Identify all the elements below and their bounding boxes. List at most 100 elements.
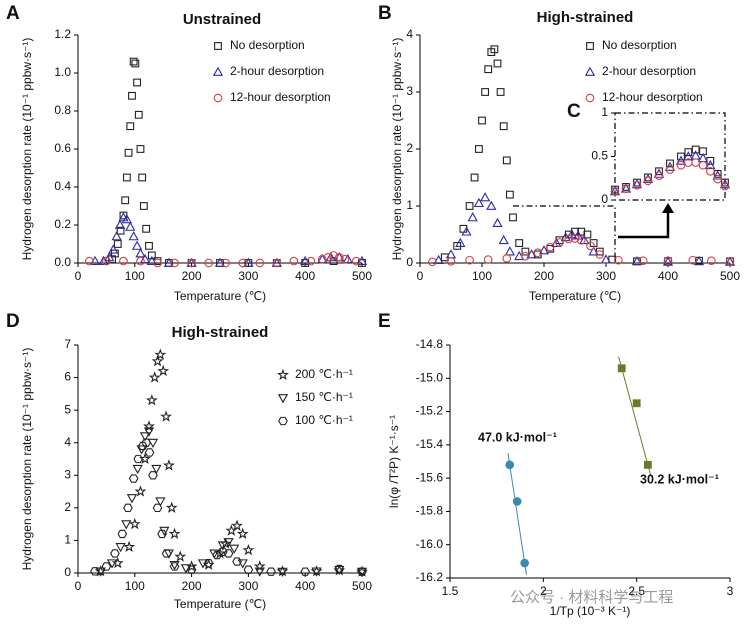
chart-title: Unstrained — [183, 11, 261, 28]
x-tick-label: 0 — [75, 269, 82, 283]
marker — [317, 254, 327, 264]
x-tick-label: 200 — [534, 269, 554, 283]
x-tick-label: 400 — [295, 579, 315, 593]
marker — [121, 520, 132, 530]
y-tick-label: 2 — [64, 500, 71, 514]
marker — [151, 355, 164, 367]
marker — [334, 564, 345, 574]
legend-label: No desorption — [602, 38, 677, 52]
x-tick-label: 400 — [658, 269, 678, 283]
x-tick-label: 0 — [75, 579, 82, 593]
marker — [676, 160, 686, 170]
marker — [473, 197, 485, 208]
marker — [108, 244, 119, 254]
marker — [467, 212, 478, 222]
legend-marker — [277, 368, 289, 381]
marker — [102, 256, 111, 266]
marker — [595, 250, 605, 259]
marker — [116, 226, 125, 235]
y-tick-label: 1.2 — [54, 27, 71, 41]
marker — [209, 549, 220, 559]
x-tick-label: 100 — [125, 579, 145, 593]
marker — [698, 160, 708, 170]
marker — [498, 234, 509, 245]
x-tick-label: 2.5 — [628, 584, 645, 598]
legend-marker — [214, 42, 222, 50]
x-axis-label: Temperature (℃) — [529, 289, 621, 303]
marker — [334, 252, 344, 262]
marker — [705, 159, 716, 170]
marker — [121, 213, 132, 224]
marker — [231, 519, 243, 531]
watermark: 公众号 · 材料科学与工程 — [510, 589, 673, 606]
y-tick-label: 0 — [64, 565, 71, 579]
marker — [465, 202, 474, 210]
marker — [479, 192, 491, 202]
marker — [203, 559, 214, 568]
marker — [142, 224, 151, 233]
y-axis-label: Hydrogen desorption rate (10⁻¹ ppbw·s⁻¹) — [20, 348, 34, 571]
marker — [455, 237, 466, 247]
legend-label: 150 ℃·h⁻¹ — [295, 390, 353, 404]
marker — [139, 432, 151, 442]
marker — [148, 471, 158, 480]
marker — [357, 567, 367, 576]
y-tick-label: 1 — [64, 533, 71, 547]
marker — [113, 240, 122, 248]
marker — [136, 256, 145, 266]
marker — [492, 217, 503, 228]
marker — [272, 258, 282, 268]
marker — [564, 234, 574, 244]
y-tick-label: 6 — [64, 370, 71, 384]
y-tick-label: 0.4 — [54, 179, 71, 193]
marker — [152, 503, 163, 513]
annotation: 47.0 kJ·mol⁻¹ — [478, 430, 557, 444]
marker — [655, 167, 663, 176]
marker — [122, 173, 131, 182]
marker — [493, 59, 502, 68]
zoom-box — [513, 205, 616, 263]
marker — [157, 364, 170, 377]
y-tick-label: -15.4 — [416, 437, 444, 451]
marker — [143, 427, 155, 437]
marker — [136, 145, 145, 153]
marker — [643, 460, 652, 469]
panel-letter: B — [378, 3, 392, 24]
marker — [157, 529, 167, 539]
x-tick-label: 200 — [182, 579, 202, 593]
marker — [579, 234, 590, 245]
marker — [583, 230, 592, 239]
marker — [114, 219, 126, 229]
marker — [707, 256, 716, 266]
marker — [128, 231, 139, 241]
marker — [502, 156, 511, 165]
inset-frame — [614, 112, 726, 201]
marker — [461, 226, 472, 236]
marker — [229, 544, 240, 554]
marker — [128, 91, 136, 100]
x-tick-label: 500 — [720, 269, 740, 283]
marker — [137, 441, 148, 451]
marker — [325, 251, 336, 262]
marker — [521, 247, 530, 256]
marker — [662, 256, 674, 266]
marker — [712, 170, 723, 180]
marker — [151, 464, 162, 475]
marker — [342, 253, 353, 264]
y-tick-label: 2 — [406, 141, 413, 155]
y-tick-label: 0.5 — [591, 149, 608, 163]
legend-marker — [584, 66, 596, 76]
y-tick-label: 0.0 — [54, 255, 71, 269]
marker — [160, 410, 172, 422]
marker — [706, 166, 715, 176]
marker — [512, 497, 522, 506]
marker — [533, 248, 543, 258]
marker — [521, 251, 530, 261]
x-tick-label: 200 — [182, 269, 202, 283]
marker — [642, 173, 654, 184]
marker — [147, 251, 156, 260]
marker — [238, 258, 248, 268]
y-tick-label: -15.2 — [416, 404, 444, 418]
marker — [323, 252, 333, 262]
y-tick-label: -16.0 — [416, 537, 444, 551]
